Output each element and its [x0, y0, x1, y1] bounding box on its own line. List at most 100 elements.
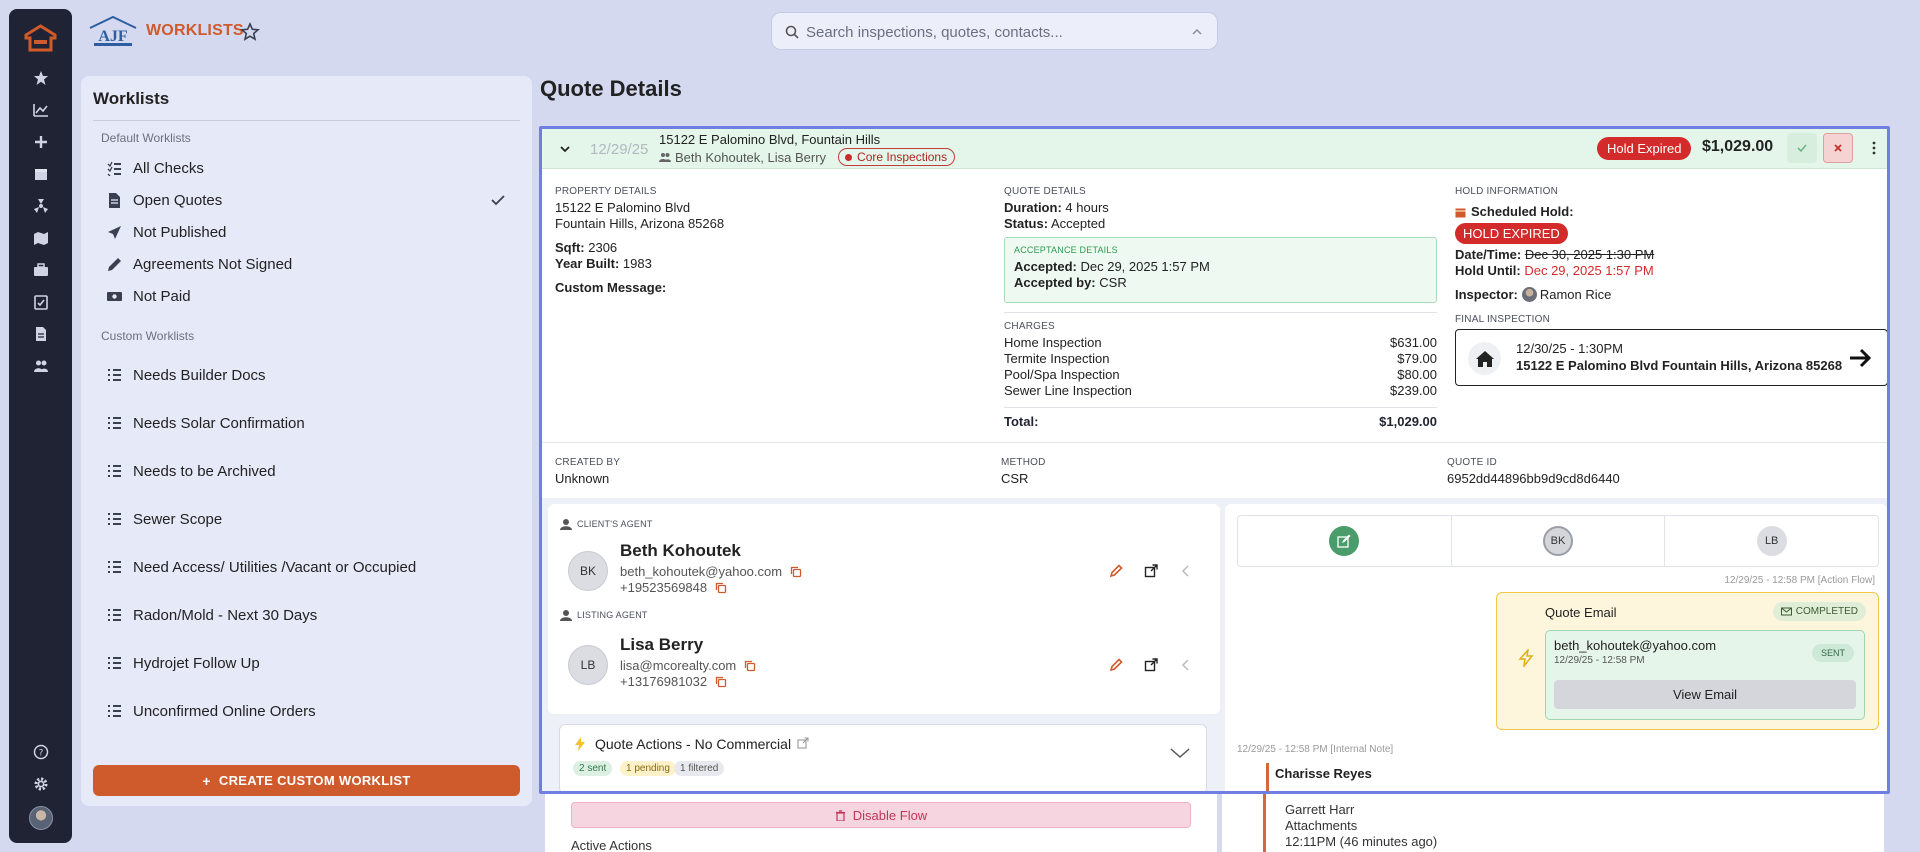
worklist-item-unconfirmed-online-orders[interactable]: Unconfirmed Online Orders — [93, 697, 520, 725]
tab-notes[interactable] — [1238, 516, 1452, 566]
chevron-up-icon[interactable] — [1191, 27, 1203, 37]
agent-email: beth_kohoutek@yahoo.com — [620, 564, 783, 579]
edit-pencil-icon[interactable] — [1109, 564, 1123, 578]
worklist-item-not-paid[interactable]: Not Paid — [93, 282, 520, 310]
quote-card-header[interactable]: 12/29/25 15122 E Palomino Blvd, Fountain… — [542, 129, 1887, 169]
chevron-down-icon[interactable] — [558, 142, 572, 156]
tab-agent-lb[interactable]: LB — [1665, 516, 1878, 566]
worklist-item-label: Not Paid — [133, 287, 191, 305]
timeline-tabs: BK LB — [1237, 515, 1879, 567]
selected-check-icon — [491, 195, 505, 206]
acceptance-details-box: ACCEPTANCE DETAILS Accepted: Dec 29, 202… — [1004, 237, 1437, 303]
add-plus-icon[interactable] — [31, 132, 51, 152]
worklist-item-label: Radon/Mold - Next 30 Days — [133, 606, 318, 624]
created-by-value: Unknown — [555, 471, 610, 486]
copy-icon[interactable] — [715, 582, 727, 594]
edit-pencil-icon[interactable] — [1109, 658, 1123, 672]
svg-text:AJF: AJF — [98, 28, 128, 45]
quote-actions-continued: Disable Flow Active Actions — [545, 794, 1217, 852]
disable-flow-button[interactable]: Disable Flow — [571, 802, 1191, 828]
worklist-item-label: Sewer Scope — [133, 510, 223, 528]
plus-icon: + — [202, 772, 211, 789]
worklist-item-need-access[interactable]: Need Access/ Utilities /Vacant or Occupi… — [93, 553, 520, 581]
timeline-timestamp: 12/29/25 - 12:58 PM [Action Flow] — [1724, 575, 1875, 586]
worklist-item-label: Hydrojet Follow Up — [133, 654, 260, 672]
users-icon[interactable] — [31, 356, 51, 376]
home-logo-icon[interactable] — [24, 23, 57, 53]
chevron-down-icon[interactable] — [1170, 747, 1190, 759]
chevron-left-icon[interactable] — [1179, 658, 1193, 672]
more-options-button[interactable] — [1859, 133, 1887, 163]
worklist-item-open-quotes[interactable]: Open Quotes — [93, 186, 520, 214]
list-check-icon — [105, 159, 123, 177]
favorite-star-icon[interactable] — [240, 22, 260, 42]
chevron-left-icon[interactable] — [1179, 564, 1193, 578]
worklist-item-label: Open Quotes — [133, 191, 223, 209]
app-title: WORKLISTS — [146, 22, 244, 39]
create-custom-worklist-button[interactable]: + CREATE CUSTOM WORKLIST — [93, 765, 520, 796]
left-rail: ? — [9, 9, 72, 843]
worklists-sidebar: Worklists Default Worklists All Checks O… — [81, 76, 532, 806]
timeline-continued: Garrett Harr Attachments 12:11PM (46 min… — [1222, 794, 1884, 852]
settings-gear-icon[interactable] — [31, 774, 51, 794]
custom-worklists-label: Custom Worklists — [101, 329, 195, 343]
list-icon — [105, 702, 123, 720]
accepted-value: Dec 29, 2025 1:57 PM — [1080, 259, 1210, 274]
charge-name: Home Inspection — [1004, 335, 1102, 350]
analytics-chart-icon[interactable] — [31, 100, 51, 120]
worklist-item-agreements-not-signed[interactable]: Agreements Not Signed — [93, 250, 520, 278]
worklist-item-all-checks[interactable]: All Checks — [93, 154, 520, 182]
agent-name: Lisa Berry — [620, 635, 704, 654]
quote-actions-panel[interactable]: Quote Actions - No Commercial 2 sent 1 p… — [559, 724, 1207, 791]
worklist-item-needs-solar-confirmation[interactable]: Needs Solar Confirmation — [93, 409, 520, 437]
map-location-icon[interactable] — [31, 228, 51, 248]
help-icon[interactable]: ? — [31, 742, 51, 762]
tab-agent-bk[interactable]: BK — [1452, 516, 1666, 566]
total-value: $1,029.00 — [1379, 414, 1437, 429]
document-icon[interactable] — [31, 324, 51, 344]
final-inspection-time: 12/30/25 - 1:30PM — [1516, 341, 1623, 356]
reject-button[interactable] — [1823, 133, 1853, 163]
calendar-icon[interactable] — [31, 164, 51, 184]
global-search — [771, 12, 1218, 50]
worklist-item-label: Agreements Not Signed — [133, 255, 293, 273]
search-input[interactable] — [806, 21, 1166, 43]
view-email-button[interactable]: View Email — [1554, 680, 1856, 709]
charge-row: Home Inspection $631.00 — [1004, 335, 1437, 351]
worklist-item-needs-to-be-archived[interactable]: Needs to be Archived — [93, 457, 520, 485]
accepted-label: Accepted: — [1014, 259, 1077, 274]
timeline-note-bar — [1266, 763, 1269, 791]
external-link-icon[interactable] — [1144, 564, 1158, 578]
duration-value: 4 hours — [1065, 200, 1109, 215]
user-icon — [560, 519, 572, 530]
money-bill-icon — [105, 287, 123, 305]
clipboard-check-icon[interactable] — [31, 292, 51, 312]
worklist-item-not-published[interactable]: Not Published — [93, 218, 520, 246]
copy-icon[interactable] — [715, 676, 727, 688]
scheduled-hold-row: Scheduled Hold: — [1455, 204, 1885, 220]
worklist-item-radon-mold[interactable]: Radon/Mold - Next 30 Days — [93, 601, 520, 629]
radiation-icon[interactable] — [31, 196, 51, 216]
property-address-line2: Fountain Hills, Arizona 85268 — [555, 216, 725, 231]
worklist-item-needs-builder-docs[interactable]: Needs Builder Docs — [93, 361, 520, 389]
method: METHOD CSR — [1001, 457, 1046, 487]
final-inspection-card[interactable]: 12/30/25 - 1:30PM 15122 E Palomino Blvd … — [1455, 329, 1887, 386]
external-link-icon[interactable] — [797, 737, 809, 749]
quote-lower-section: CLIENT'S AGENT BK Beth Kohoutek beth_koh… — [542, 498, 1887, 791]
copy-icon[interactable] — [790, 566, 802, 578]
agent-avatar: BK — [568, 551, 608, 591]
external-link-icon[interactable] — [1144, 658, 1158, 672]
completed-badge: COMPLETED — [1772, 602, 1866, 621]
briefcase-icon[interactable] — [31, 260, 51, 280]
favorites-icon[interactable] — [31, 68, 51, 88]
copy-icon[interactable] — [744, 660, 756, 672]
arrow-right-icon[interactable] — [1847, 345, 1873, 371]
user-avatar[interactable] — [29, 806, 53, 830]
charge-amount: $239.00 — [1390, 383, 1437, 398]
quote-card: 12/29/25 15122 E Palomino Blvd, Fountain… — [539, 126, 1890, 794]
approve-button[interactable] — [1787, 133, 1817, 163]
worklist-item-hydrojet-follow-up[interactable]: Hydrojet Follow Up — [93, 649, 520, 677]
note-line: Attachments — [1285, 818, 1358, 833]
worklist-item-sewer-scope[interactable]: Sewer Scope — [93, 505, 520, 533]
final-inspection-label: FINAL INSPECTION — [1455, 314, 1551, 325]
